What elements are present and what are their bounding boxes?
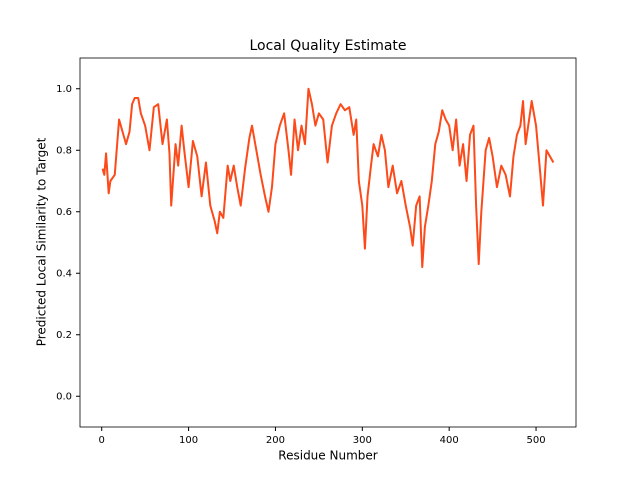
x-tick-label: 300 xyxy=(353,435,372,446)
plot-frame xyxy=(79,57,577,428)
x-tick-label: 400 xyxy=(440,435,459,446)
x-tick-label: 200 xyxy=(266,435,285,446)
y-tick-label: 0.6 xyxy=(56,207,72,218)
y-tick-label: 0.0 xyxy=(56,391,72,402)
y-tick-label: 0.2 xyxy=(56,330,72,341)
x-tick-label: 100 xyxy=(179,435,198,446)
y-tick-label: 0.4 xyxy=(56,268,72,279)
x-tick-label: 0 xyxy=(99,435,105,446)
y-tick-label: 0.8 xyxy=(56,145,72,156)
chart-title: Local Quality Estimate xyxy=(249,38,406,54)
data-line xyxy=(101,87,555,269)
x-tick-label: 500 xyxy=(526,435,545,446)
y-tick-label: 1.0 xyxy=(56,84,72,95)
x-axis-label: Residue Number xyxy=(278,449,377,463)
y-axis-label: Predicted Local Similarity to Target xyxy=(35,137,49,346)
